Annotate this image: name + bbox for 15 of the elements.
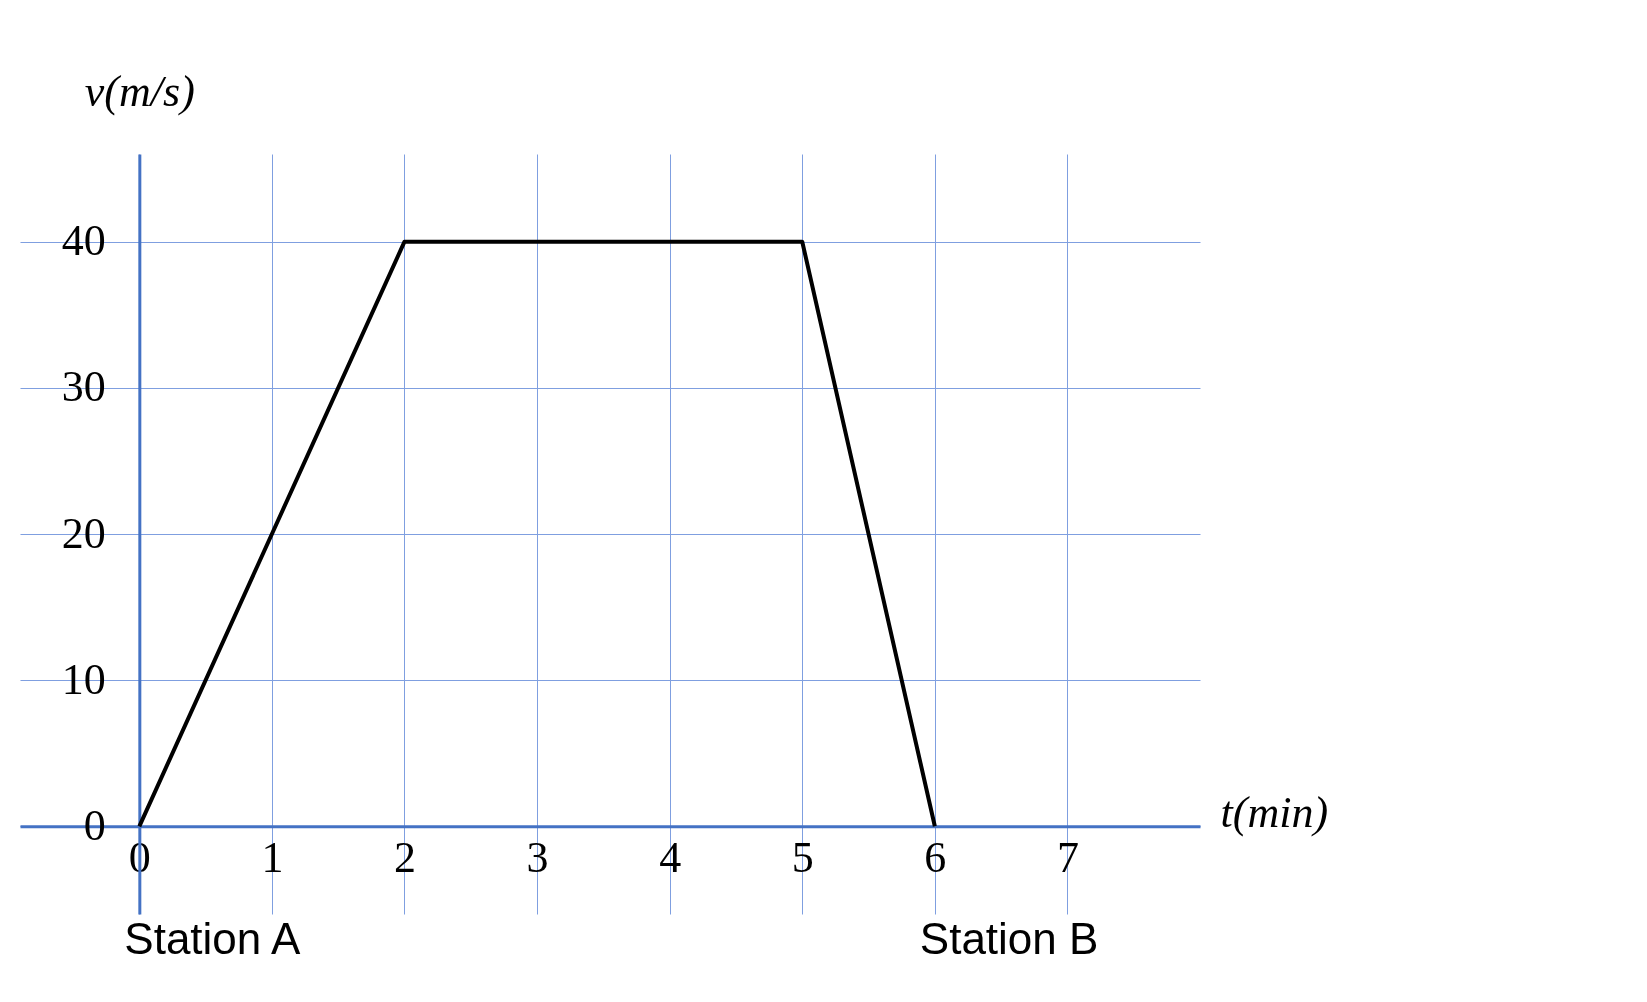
annotation: Station A <box>124 914 302 964</box>
x-tick-label: 3 <box>526 832 549 882</box>
y-tick-label: 30 <box>61 362 106 412</box>
annotation: Station B <box>919 914 1099 964</box>
x-tick-label: 6 <box>924 832 947 882</box>
y-tick-label: 20 <box>61 508 106 558</box>
x-tick-label: 1 <box>261 832 284 882</box>
x-tick-label: 2 <box>393 832 416 882</box>
x-axis-title: t(min) <box>1220 787 1329 837</box>
x-tick-label: 5 <box>791 832 814 882</box>
y-axis-title: v(m/s) <box>84 66 195 116</box>
y-tick-label: 40 <box>61 216 106 266</box>
y-tick-label: 10 <box>61 654 106 704</box>
x-tick-label: 4 <box>659 832 682 882</box>
x-tick-label: 7 <box>1056 832 1079 882</box>
